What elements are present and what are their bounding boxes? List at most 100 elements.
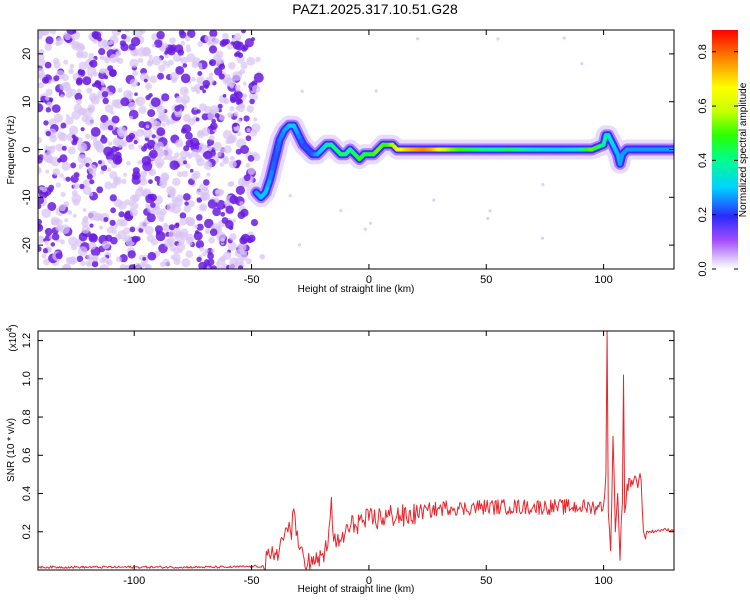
noise-speckle [86,173,93,180]
noise-speckle [169,160,180,170]
noise-speckle [86,253,93,261]
noise-speckle [87,210,98,221]
x-tick-label: -100 [123,575,145,587]
noise-speckle [97,213,104,221]
colorbar: 0.0 0.2 0.4 0.6 0.8 Normalized spectral ampl… [697,30,749,277]
noise-speckle [175,95,183,104]
y-tick-label: 0.4 [21,486,33,501]
noise-speckle [65,176,71,182]
noise-speckle [100,81,105,86]
noise-speckle [80,51,88,59]
noise-speckle [65,114,70,118]
noise-speckle [128,43,136,51]
noise-speckle [50,242,56,247]
noise-speckle [204,228,211,234]
noise-speckle [102,97,109,105]
noise-speckle [189,137,200,147]
noise-speckle [44,61,52,69]
noise-speckle [72,138,78,144]
noise-speckle [55,143,64,152]
noise-speckle [135,98,139,103]
noise-speckle [211,265,217,269]
noise-speckle [154,39,163,48]
colorbar-label: Normalized spectral amplitude [738,82,749,217]
noise-speckle [109,54,119,63]
x-tick-label: 100 [594,575,612,587]
noise-speckle [134,92,138,96]
noise-speckle [45,36,54,45]
noise-speckle [147,139,156,149]
noise-speckle [199,85,205,91]
noise-speckle [233,111,239,117]
noise-speckle [238,265,244,269]
noise-speckle [156,127,166,137]
noise-speckle [215,107,220,112]
noise-speckle [48,146,53,151]
noise-speckle [226,43,234,50]
noise-speckle [169,37,176,44]
noise-speckle [49,30,57,35]
noise-speckle [208,45,218,54]
noise-speckle [38,34,43,40]
noise-speckle [78,232,88,242]
noise-speckle [139,221,148,230]
noise-speckle [154,175,161,182]
noise-speckle [185,250,194,258]
noise-speckle [145,82,152,90]
noise-speckle [203,150,213,160]
noise-speckle [163,222,168,227]
noise-speckle [208,236,216,244]
noise-speckle [92,71,98,77]
noise-speckle [236,98,243,105]
noise-speckle [240,61,248,70]
noise-speckle [60,94,64,98]
noise-speckle [40,30,50,36]
noise-speckle [197,41,204,47]
noise-speckle [38,136,43,144]
noise-speckle [156,105,166,115]
noise-speckle [215,50,224,59]
noise-speckle [107,167,112,172]
y-tick-label: -20 [21,237,33,253]
noise-speckle [207,41,212,46]
noise-speckle [128,102,136,110]
noise-speckle [247,155,255,162]
noise-speckle [183,205,191,213]
noise-speckle [139,30,146,34]
noise-speckle [68,68,74,75]
noise-speckle [218,63,226,70]
noise-speckle [52,57,60,65]
noise-speckle [235,91,243,99]
noise-speckle [55,41,60,47]
noise-speckle [219,58,225,64]
snr-ticks: -100 -50 0 50 100 0.2 0.4 0.6 0.8 1.0 1.2 [21,331,674,587]
noise-speckle [127,250,136,259]
noise-speckle [141,189,149,197]
noise-speckle [44,240,49,246]
noise-speckle [243,115,250,122]
noise-speckle [240,145,249,154]
noise-speckle [204,259,210,265]
noise-speckle [179,228,189,238]
noise-speckle [137,160,142,165]
frequency-ridge-layer [246,115,674,208]
noise-speckle [203,179,210,186]
noise-speckle [145,264,152,269]
noise-speckle [42,248,49,254]
noise-speckle [38,235,45,244]
noise-speckle [137,57,144,63]
noise-speckle [162,42,169,49]
noise-speckle [220,211,226,217]
noise-speckle [363,227,367,231]
noise-speckle [68,236,78,247]
x-tick-label: -50 [244,274,260,286]
noise-speckle [189,242,193,246]
noise-speckle [253,117,258,122]
noise-speckle [181,258,191,268]
noise-speckle [159,180,167,189]
noise-speckle [42,76,50,84]
colorbar-tick-label: 0.8 [697,44,709,59]
noise-speckle [129,58,139,68]
noise-speckle [78,164,84,169]
